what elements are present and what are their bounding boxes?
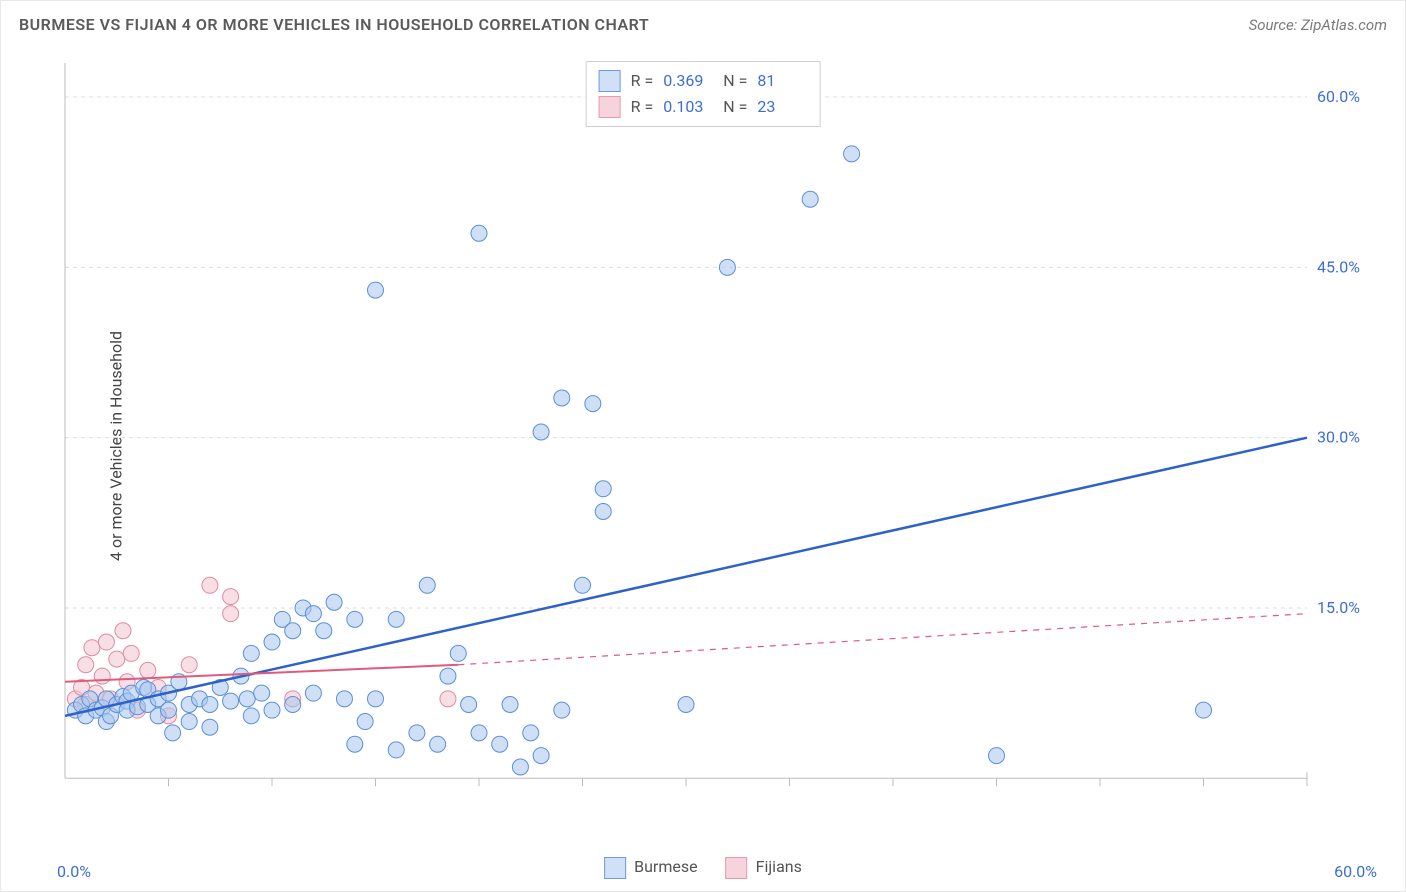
legend-swatch — [726, 857, 748, 879]
data-point — [181, 714, 197, 730]
data-point — [802, 191, 818, 207]
stats-legend-box: R = 0.369 N = 81 R = 0.103 N = 23 — [586, 61, 821, 127]
data-point — [223, 693, 239, 709]
data-point — [94, 668, 110, 684]
data-point — [554, 702, 570, 718]
data-point — [533, 424, 549, 440]
stats-row-fijians: R = 0.103 N = 23 — [599, 94, 808, 120]
data-point — [719, 259, 735, 275]
data-point — [161, 702, 177, 718]
scatter-plot: ZIPatlas 15.0% 30.0% 45.0% 60.0% — [57, 53, 1377, 841]
data-point — [471, 725, 487, 741]
data-point — [595, 481, 611, 497]
r-label: R = — [631, 68, 654, 94]
data-point — [123, 645, 139, 661]
data-point — [305, 606, 321, 622]
n-value: 23 — [757, 94, 807, 120]
data-point — [512, 759, 528, 775]
data-point — [98, 634, 114, 650]
n-value: 81 — [757, 68, 807, 94]
data-point — [202, 719, 218, 735]
y-tick-label: 60.0% — [1317, 87, 1360, 106]
stats-swatch — [599, 70, 621, 92]
data-point — [554, 390, 570, 406]
data-point — [84, 640, 100, 656]
data-point — [223, 589, 239, 605]
r-value: 0.369 — [663, 68, 713, 94]
trend-line — [65, 665, 458, 682]
data-point — [181, 657, 197, 673]
data-point — [305, 685, 321, 701]
data-point — [1196, 702, 1212, 718]
data-point — [264, 634, 280, 650]
chart-title: BURMESE VS FIJIAN 4 OR MORE VEHICLES IN … — [19, 15, 649, 34]
data-point — [165, 725, 181, 741]
y-tick-label: 30.0% — [1317, 428, 1360, 447]
data-point — [388, 742, 404, 758]
data-point — [461, 696, 477, 712]
data-point — [502, 696, 518, 712]
legend-label: Burmese — [634, 857, 697, 876]
data-point — [285, 696, 301, 712]
r-value: 0.103 — [663, 94, 713, 120]
data-point — [844, 146, 860, 162]
data-point — [316, 623, 332, 639]
data-point — [347, 611, 363, 627]
legend-swatch — [604, 857, 626, 879]
data-point — [678, 696, 694, 712]
stats-row-burmese: R = 0.369 N = 81 — [599, 68, 808, 94]
data-point — [419, 577, 435, 593]
data-point — [285, 623, 301, 639]
data-point — [254, 685, 270, 701]
data-point — [202, 696, 218, 712]
data-point — [239, 691, 255, 707]
data-point — [450, 645, 466, 661]
legend-item-fijians: Fijians — [726, 857, 802, 879]
data-point — [78, 657, 94, 673]
data-point — [989, 748, 1005, 764]
x-axis-min-label: 0.0% — [57, 862, 91, 881]
data-point — [223, 606, 239, 622]
data-point — [533, 748, 549, 764]
data-point — [264, 702, 280, 718]
data-point — [115, 623, 131, 639]
data-point — [336, 691, 352, 707]
data-point — [471, 225, 487, 241]
series-legend: Burmese Fijians — [604, 857, 802, 879]
x-axis-max-label: 60.0% — [1334, 862, 1377, 881]
data-point — [326, 594, 342, 610]
data-point — [440, 691, 456, 707]
data-point — [368, 691, 384, 707]
data-point — [368, 282, 384, 298]
data-point — [523, 725, 539, 741]
source-label: Source: ZipAtlas.com — [1249, 16, 1387, 34]
y-tick-label: 15.0% — [1317, 598, 1360, 617]
stats-swatch — [599, 96, 621, 118]
data-point — [243, 708, 259, 724]
data-point — [575, 577, 591, 593]
n-label: N = — [723, 94, 747, 120]
data-point — [430, 736, 446, 752]
n-label: N = — [723, 68, 747, 94]
data-point — [440, 668, 456, 684]
data-point — [492, 736, 508, 752]
data-point — [140, 662, 156, 678]
data-point — [109, 651, 125, 667]
data-point — [347, 736, 363, 752]
watermark-text: ZIPatlas — [57, 53, 230, 59]
y-tick-label: 45.0% — [1317, 257, 1360, 276]
data-point — [243, 645, 259, 661]
data-point — [357, 714, 373, 730]
data-point — [388, 611, 404, 627]
data-point — [202, 577, 218, 593]
data-point — [585, 396, 601, 412]
r-label: R = — [631, 94, 654, 120]
trend-line-dashed — [458, 614, 1307, 665]
legend-label: Fijians — [756, 857, 802, 876]
data-point — [595, 503, 611, 519]
legend-item-burmese: Burmese — [604, 857, 697, 879]
data-point — [409, 725, 425, 741]
